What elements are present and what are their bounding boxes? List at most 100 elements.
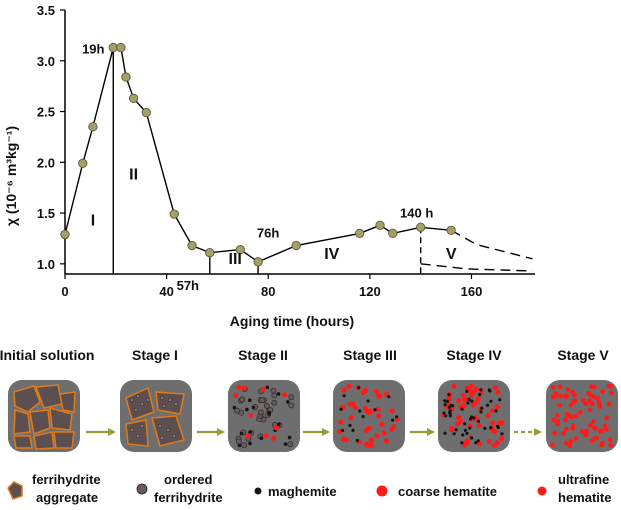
maghemite-particle: [339, 407, 343, 411]
maghemite-particle: [355, 438, 359, 443]
ultrafine-hematite-particle: [584, 428, 589, 434]
ultrafine-hematite-particle: [568, 402, 574, 408]
maghemite-particle: [443, 403, 447, 407]
legend-label-coarse-hematite: coarse hematite: [398, 484, 497, 499]
ordered-ferrihydrite-particle: [135, 393, 141, 399]
x-tick-label: 120: [359, 284, 381, 299]
coarse-hematite-icon: [376, 485, 388, 497]
ferrihydrite-aggregate-icon: [7, 481, 23, 500]
data-point: [187, 240, 197, 251]
maghemite-icon: [254, 487, 262, 495]
panel-stage-3: [333, 380, 405, 452]
ultrafine-hematite-particle: [587, 422, 593, 428]
coarse-hematite-particle: [346, 383, 352, 389]
legend-item-ferrihydrite-aggregate: ferrihydrite aggregate: [7, 472, 101, 505]
ordered-ferrihydrite-particle: [241, 442, 248, 448]
panel-stage-4: [438, 380, 510, 452]
coarse-hematite-particle: [468, 383, 475, 389]
ultrafine-hematite-particle: [587, 398, 592, 404]
coarse-hematite-particle: [366, 425, 372, 431]
ultrafine-hematite-particle: [609, 390, 614, 396]
legend-label-ferrihydrite-line2: aggregate: [36, 490, 98, 505]
ultrafine-hematite-particle: [564, 426, 569, 432]
maghemite-particle: [276, 392, 281, 396]
maghemite-particle: [474, 441, 478, 445]
annotation-label: 57h: [177, 278, 199, 293]
ultrafine-hematite-particle: [549, 442, 555, 448]
coarse-hematite-particle: [282, 392, 288, 398]
ultrafine-hematite-particle: [573, 413, 579, 419]
ordered-ferrihydrite-particle: [271, 399, 278, 406]
coarse-hematite-particle: [236, 384, 242, 390]
maghemite-particle: [232, 405, 237, 410]
ultrafine-hematite-particle: [570, 423, 576, 428]
x-axis-label: Aging time (hours): [230, 313, 354, 329]
maghemite-particle: [259, 436, 264, 441]
panel-stage-2: [228, 380, 300, 452]
ordered-ferrihydrite-particle: [139, 423, 145, 429]
ultrafine-hematite-particle: [580, 397, 586, 403]
ultrafine-hematite-particle: [607, 437, 613, 442]
y-tick-label: 3.5: [37, 3, 55, 18]
coarse-hematite-particle: [485, 412, 491, 419]
maghemite-particle: [479, 388, 483, 392]
maghemite-particle: [448, 414, 452, 418]
region-label: I: [91, 212, 95, 229]
maghemite-particle: [443, 431, 447, 435]
coarse-hematite-particle: [374, 433, 380, 439]
coarse-hematite-particle: [364, 442, 370, 448]
legend-item-ordered-ferrihydrite: ordered ferrihydrite: [136, 472, 223, 505]
coarse-hematite-particle: [341, 387, 347, 393]
maghemite-particle: [463, 422, 467, 426]
stage-label-2: Stage II: [238, 347, 288, 363]
legend-item-maghemite: maghemite: [254, 484, 337, 499]
maghemite-particle: [358, 409, 362, 413]
coarse-hematite-particle: [373, 388, 379, 394]
ultrafine-hematite-particle: [564, 440, 569, 446]
ordered-ferrihydrite-icon: [136, 483, 148, 495]
maghemite-particle: [488, 389, 492, 393]
stage-labels: Initial solution Stage I Stage II Stage …: [0, 347, 609, 363]
maghemite-particle: [469, 417, 473, 421]
data-point: [446, 225, 456, 235]
ultrafine-hematite-particle: [590, 401, 595, 407]
legend-label-ultrafine-line1: ultrafine: [558, 472, 609, 487]
extrapolation-upper: [450, 229, 533, 260]
maghemite-particle: [286, 400, 290, 404]
legend-label-ordered-line2: ferrihydrite: [154, 490, 223, 505]
maghemite-particle: [470, 399, 474, 403]
ultrafine-hematite-particle: [591, 384, 597, 390]
panel-stage-1: [120, 380, 192, 452]
ordered-ferrihydrite-particle: [129, 427, 135, 433]
maghemite-particle: [479, 410, 483, 414]
maghemite-particle: [445, 399, 449, 403]
ordered-ferrihydrite-particle: [239, 396, 246, 403]
stage-label-5: Stage V: [557, 347, 609, 363]
data-point: [291, 240, 301, 251]
maghemite-particle: [494, 409, 498, 413]
ultrafine-hematite-particle: [557, 403, 563, 408]
coarse-hematite-particle: [347, 401, 353, 407]
ultrafine-hematite-particle: [561, 430, 566, 436]
legend: ferrihydrite aggregate ordered ferrihydr…: [7, 472, 611, 505]
legend-item-coarse-hematite: coarse hematite: [376, 484, 497, 499]
maghemite-particle: [237, 443, 242, 448]
annotation-label: 76h: [257, 226, 279, 241]
coarse-hematite-particle: [383, 438, 389, 444]
ordered-ferrihydrite-particle: [145, 397, 151, 403]
coarse-hematite-particle: [377, 393, 383, 399]
stage-label-1: Stage I: [132, 347, 178, 363]
coarse-hematite-particle: [449, 425, 455, 432]
panel-initial-solution: [8, 380, 80, 452]
ultrafine-hematite-particle: [567, 443, 573, 449]
data-point: [78, 158, 88, 168]
ultrafine-hematite-particle: [600, 389, 605, 394]
coarse-hematite-particle: [389, 426, 395, 432]
legend-label-ordered-line1: ordered: [164, 472, 212, 487]
coarse-hematite-particle: [362, 387, 368, 394]
coarse-hematite-particle: [495, 389, 501, 395]
coarse-hematite-particle: [232, 392, 239, 398]
ordered-ferrihydrite-particle: [270, 387, 277, 394]
ultrafine-hematite-particle: [552, 430, 557, 436]
maghemite-particle: [468, 426, 472, 430]
